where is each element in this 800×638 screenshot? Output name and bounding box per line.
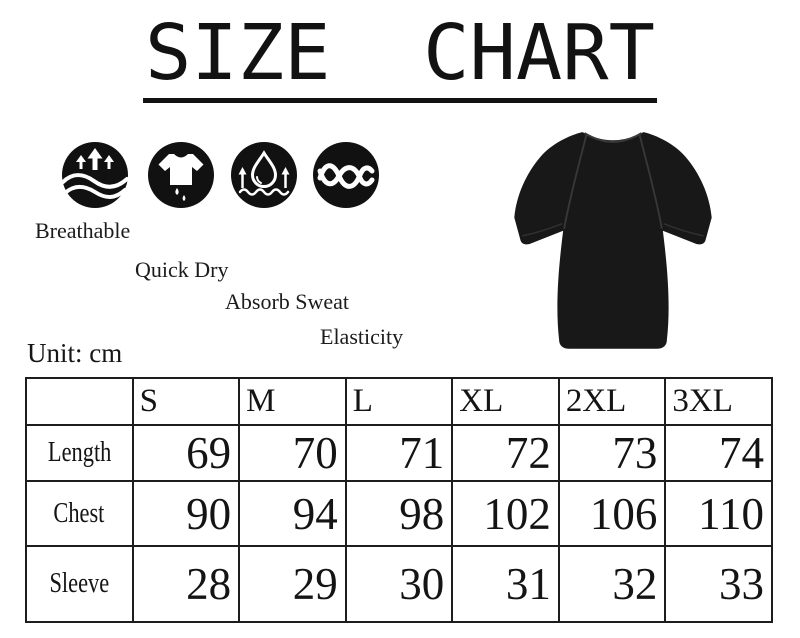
chest-xl: 102 bbox=[451, 480, 560, 547]
row-label-chest: Chest bbox=[25, 480, 134, 547]
length-3xl: 74 bbox=[664, 424, 773, 482]
sleeve-2xl: 32 bbox=[557, 545, 667, 623]
page-title: SIZE CHART bbox=[143, 10, 657, 103]
chest-s: 90 bbox=[131, 480, 241, 547]
length-s: 69 bbox=[131, 424, 241, 482]
quick-dry-icon bbox=[148, 142, 214, 208]
size-col-header-3xl: 3XL bbox=[664, 377, 773, 426]
size-col-header-2xl: 2XL bbox=[557, 377, 667, 426]
sleeve-3xl: 33 bbox=[664, 545, 773, 623]
size-col-header-s: S bbox=[131, 377, 241, 426]
feature-label-breathable: Breathable bbox=[35, 218, 131, 243]
feature-label-absorb-sweat: Absorb Sweat bbox=[225, 289, 350, 314]
size-col-header-l: L bbox=[344, 377, 454, 426]
row-label-length: Length bbox=[25, 424, 134, 482]
sleeve-s: 28 bbox=[131, 545, 241, 623]
row-label-sleeve: Sleeve bbox=[25, 545, 134, 623]
length-l: 71 bbox=[344, 424, 454, 482]
chest-2xl: 106 bbox=[557, 480, 667, 547]
table-row-sleeve: Sleeve 28 29 30 31 32 33 bbox=[25, 545, 773, 623]
chest-m: 94 bbox=[238, 480, 347, 547]
table-row-chest: Chest 90 94 98 102 106 110 bbox=[25, 480, 773, 547]
sleeve-l: 30 bbox=[344, 545, 454, 623]
size-header-row: S M L XL 2XL 3XL bbox=[25, 377, 773, 426]
elasticity-icon bbox=[313, 142, 379, 208]
chest-l: 98 bbox=[344, 480, 454, 547]
length-m: 70 bbox=[238, 424, 347, 482]
unit-label: Unit: cm bbox=[27, 338, 123, 368]
breathable-icon bbox=[61, 142, 129, 208]
size-col-header-xl: XL bbox=[451, 377, 560, 426]
absorb-sweat-icon bbox=[231, 142, 297, 208]
sleeve-xl: 31 bbox=[451, 545, 560, 623]
table-row-length: Length 69 70 71 72 73 74 bbox=[25, 424, 773, 482]
feature-label-elasticity: Elasticity bbox=[320, 324, 404, 349]
size-col-header-empty bbox=[25, 377, 134, 426]
feature-label-quick-dry: Quick Dry bbox=[135, 257, 229, 282]
size-col-header-m: M bbox=[238, 377, 347, 426]
sleeve-m: 29 bbox=[238, 545, 347, 623]
length-xl: 72 bbox=[451, 424, 560, 482]
size-table: S M L XL 2XL 3XL Length 69 70 71 72 73 7… bbox=[25, 377, 773, 623]
chest-3xl: 110 bbox=[664, 480, 773, 547]
product-tshirt-image bbox=[514, 132, 712, 349]
length-2xl: 73 bbox=[557, 424, 667, 482]
